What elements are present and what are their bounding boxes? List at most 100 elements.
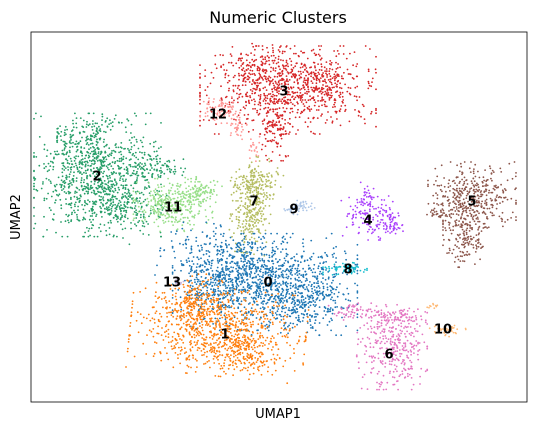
- scatter-point-cluster-0: [218, 282, 221, 284]
- scatter-point-cluster-0: [249, 263, 252, 266]
- scatter-point-cluster-3: [331, 94, 333, 97]
- scatter-point-cluster-0: [250, 270, 252, 273]
- scatter-point-cluster-3: [253, 88, 256, 90]
- scatter-point-cluster-0: [292, 311, 295, 314]
- scatter-point-cluster-0: [309, 320, 312, 322]
- scatter-point-cluster-3: [297, 54, 300, 57]
- scatter-point-cluster-2: [100, 186, 103, 189]
- scatter-point-cluster-0: [255, 289, 258, 292]
- scatter-point-cluster-0: [222, 277, 225, 279]
- scatter-point-cluster-2: [125, 166, 128, 169]
- scatter-point-cluster-2: [70, 198, 72, 201]
- scatter-point-cluster-2: [52, 219, 55, 221]
- scatter-point-cluster-7: [255, 170, 258, 173]
- scatter-point-cluster-0: [269, 288, 272, 291]
- scatter-point-cluster-11: [205, 184, 208, 187]
- scatter-point-cluster-3: [266, 94, 269, 97]
- scatter-point-cluster-2: [76, 198, 79, 201]
- scatter-point-cluster-3: [278, 98, 281, 101]
- scatter-point-cluster-3: [291, 76, 293, 78]
- scatter-point-cluster-3: [355, 95, 358, 98]
- scatter-point-cluster-2: [79, 140, 82, 143]
- scatter-point-cluster-11: [149, 213, 152, 216]
- scatter-point-cluster-2: [63, 134, 66, 137]
- scatter-point-cluster-3: [283, 67, 285, 70]
- scatter-point-cluster-1: [145, 353, 148, 355]
- scatter-point-cluster-0: [245, 265, 248, 267]
- scatter-point-cluster-12: [232, 106, 234, 108]
- scatter-point-cluster-2: [105, 158, 108, 161]
- scatter-point-cluster-11: [167, 195, 170, 198]
- scatter-point-cluster-12: [234, 123, 237, 125]
- scatter-point-cluster-7: [253, 189, 256, 192]
- scatter-point-cluster-2: [108, 208, 111, 211]
- scatter-point-cluster-0: [199, 282, 202, 285]
- scatter-point-cluster-0: [303, 314, 306, 316]
- scatter-point-cluster-2: [56, 139, 59, 142]
- scatter-point-cluster-0: [327, 307, 329, 310]
- scatter-point-cluster-11: [181, 224, 184, 227]
- scatter-point-cluster-3: [224, 76, 227, 79]
- scatter-point-cluster-2: [56, 193, 58, 196]
- scatter-point-cluster-0: [302, 302, 304, 304]
- scatter-point-cluster-2: [95, 200, 97, 203]
- scatter-point-cluster-0: [264, 294, 266, 297]
- scatter-point-cluster-0: [294, 290, 296, 293]
- scatter-point-cluster-3: [293, 98, 296, 101]
- scatter-point-cluster-2: [111, 205, 114, 208]
- scatter-point-cluster-2: [72, 122, 74, 125]
- scatter-point-cluster-3: [326, 73, 328, 76]
- scatter-point-cluster-0: [236, 270, 239, 273]
- scatter-point-cluster-0: [342, 307, 345, 310]
- scatter-point-cluster-0: [287, 260, 289, 263]
- scatter-point-cluster-0: [217, 287, 220, 290]
- scatter-point-cluster-3: [292, 73, 295, 76]
- scatter-point-cluster-11: [187, 178, 189, 181]
- scatter-point-cluster-0: [265, 302, 268, 305]
- scatter-point-cluster-11: [163, 222, 165, 224]
- scatter-point-cluster-3: [342, 45, 345, 47]
- scatter-point-cluster-0: [261, 242, 264, 245]
- scatter-point-cluster-2: [124, 188, 127, 191]
- scatter-point-cluster-2: [72, 119, 74, 122]
- scatter-point-cluster-7: [243, 241, 246, 244]
- scatter-point-cluster-3: [268, 59, 270, 62]
- scatter-point-cluster-0: [253, 276, 255, 279]
- scatter-point-cluster-0: [328, 320, 331, 323]
- scatter-point-cluster-3: [303, 79, 306, 81]
- scatter-point-cluster-3: [319, 48, 321, 51]
- scatter-point-cluster-0: [287, 309, 290, 311]
- scatter-point-cluster-0: [276, 317, 278, 320]
- scatter-point-cluster-2: [96, 235, 99, 238]
- scatter-point-cluster-12: [225, 112, 228, 114]
- scatter-point-cluster-0: [243, 281, 246, 284]
- scatter-point-cluster-2: [110, 210, 113, 212]
- scatter-point-cluster-7: [244, 228, 247, 231]
- scatter-point-cluster-0: [257, 304, 259, 306]
- scatter-point-cluster-12: [228, 115, 231, 117]
- scatter-point-cluster-2: [33, 152, 35, 154]
- scatter-point-cluster-3: [247, 130, 250, 133]
- scatter-point-cluster-3: [267, 102, 269, 105]
- scatter-point-cluster-2: [80, 167, 83, 170]
- scatter-point-cluster-2: [130, 158, 132, 161]
- scatter-point-cluster-12: [219, 99, 221, 102]
- scatter-point-cluster-0: [254, 267, 257, 270]
- scatter-point-cluster-0: [188, 260, 191, 263]
- scatter-point-cluster-0: [305, 286, 308, 288]
- scatter-point-cluster-2: [120, 157, 123, 160]
- scatter-point-cluster-2: [48, 169, 50, 172]
- scatter-point-cluster-3: [303, 105, 306, 107]
- scatter-point-cluster-2: [104, 211, 106, 214]
- scatter-point-cluster-3: [303, 86, 306, 89]
- scatter-point-cluster-11: [172, 224, 175, 227]
- scatter-point-cluster-2: [61, 167, 64, 170]
- scatter-point-cluster-3: [282, 59, 284, 62]
- scatter-point-cluster-3: [357, 114, 360, 117]
- scatter-point-cluster-0: [247, 243, 249, 246]
- scatter-point-cluster-0: [201, 231, 204, 234]
- scatter-point-cluster-0: [219, 290, 222, 292]
- scatter-point-cluster-0: [218, 250, 221, 253]
- scatter-point-cluster-0: [356, 243, 359, 246]
- scatter-point-cluster-7: [254, 240, 257, 243]
